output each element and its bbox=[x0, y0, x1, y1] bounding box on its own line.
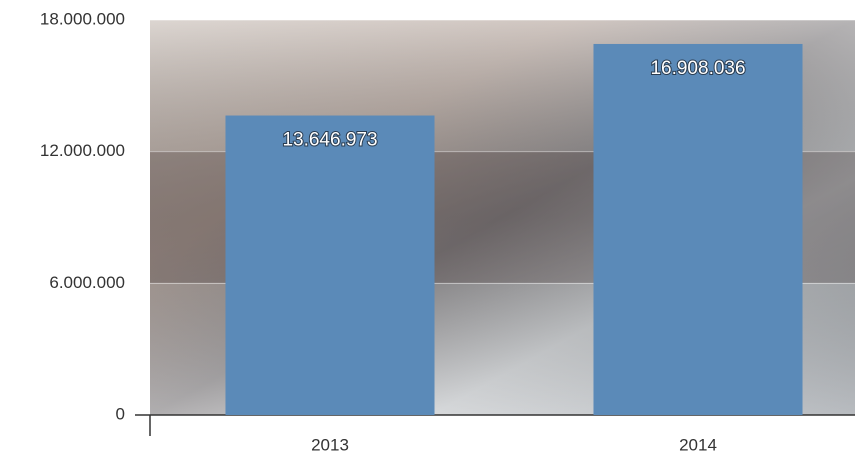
y-tick-label: 6.000.000 bbox=[49, 273, 125, 292]
bar bbox=[225, 115, 435, 416]
bar bbox=[593, 43, 803, 415]
y-tick-label: 12.000.000 bbox=[40, 141, 125, 160]
x-tick-label: 2013 bbox=[311, 435, 349, 454]
y-tick-label: 0 bbox=[116, 404, 125, 423]
value-label: 13.646.973 bbox=[282, 130, 377, 151]
x-tick-label: 2014 bbox=[679, 435, 717, 454]
y-tick-label: 18.000.000 bbox=[40, 9, 125, 28]
value-label: 16.908.036 bbox=[650, 58, 745, 79]
